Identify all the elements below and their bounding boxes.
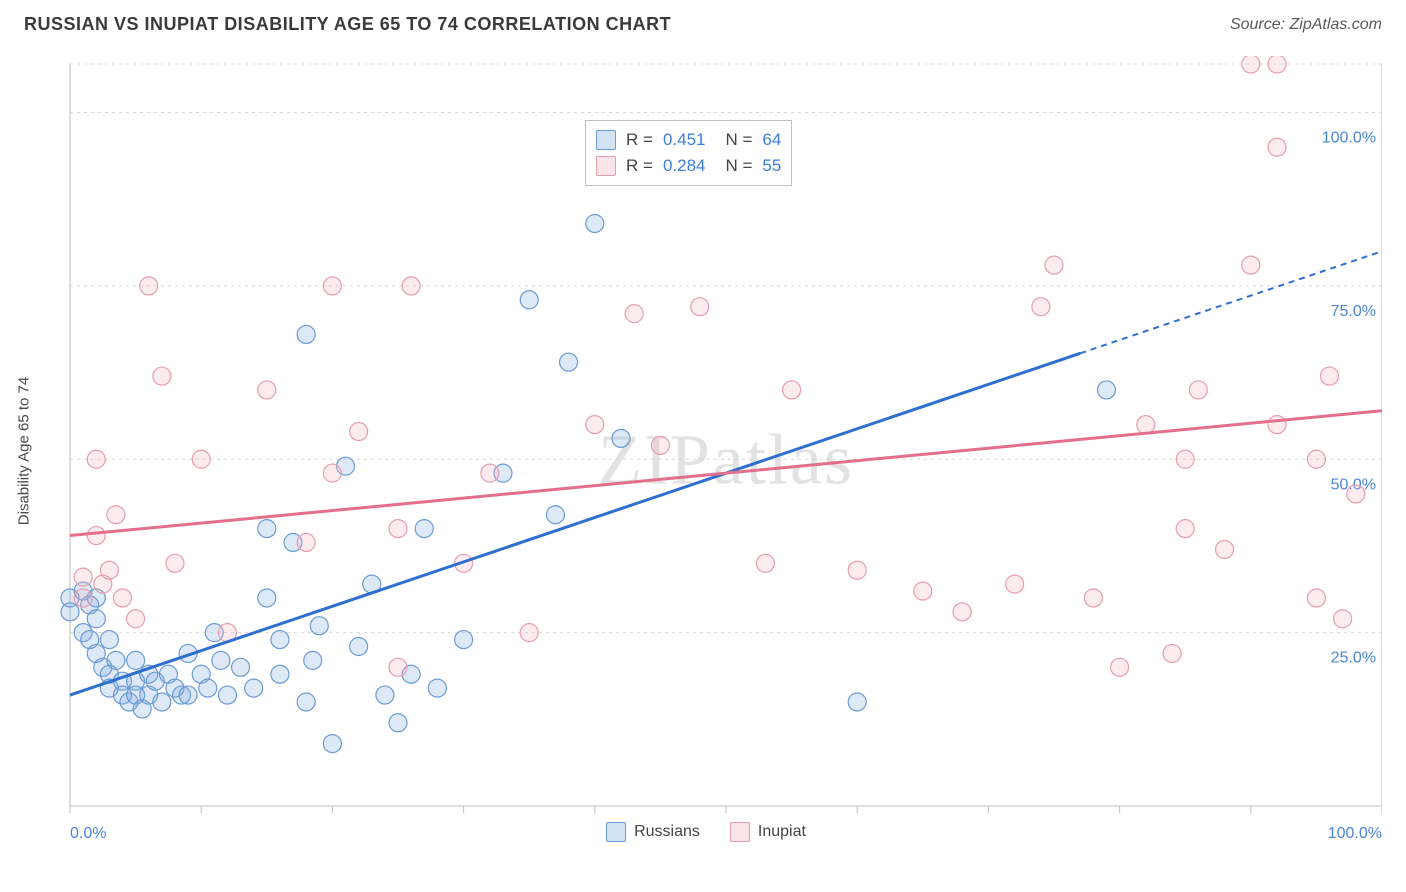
legend-swatch-russians [606,822,626,842]
legend-label-inupiat: Inupiat [758,823,806,841]
chart-title: RUSSIAN VS INUPIAT DISABILITY AGE 65 TO … [24,14,671,35]
source-label: Source: ZipAtlas.com [1230,16,1382,34]
svg-text:100.0%: 100.0% [1328,825,1382,842]
legend-swatch-inupiat [730,822,750,842]
legend: Russians Inupiat [606,822,806,842]
correlation-stats-box: R =0.451N =64R =0.284N =55 [585,120,792,186]
svg-text:0.0%: 0.0% [70,825,106,842]
legend-item-russians: Russians [606,822,700,842]
svg-text:75.0%: 75.0% [1331,303,1376,320]
svg-text:100.0%: 100.0% [1322,130,1376,147]
chart-area: Disability Age 65 to 74 25.0%50.0%75.0%1… [30,56,1382,846]
svg-text:25.0%: 25.0% [1331,650,1376,667]
svg-text:ZIPatlas: ZIPatlas [598,419,854,499]
legend-item-inupiat: Inupiat [730,822,806,842]
stat-row: R =0.451N =64 [596,127,781,153]
y-axis-label: Disability Age 65 to 74 [16,377,33,525]
stat-row: R =0.284N =55 [596,153,781,179]
legend-label-russians: Russians [634,823,700,841]
